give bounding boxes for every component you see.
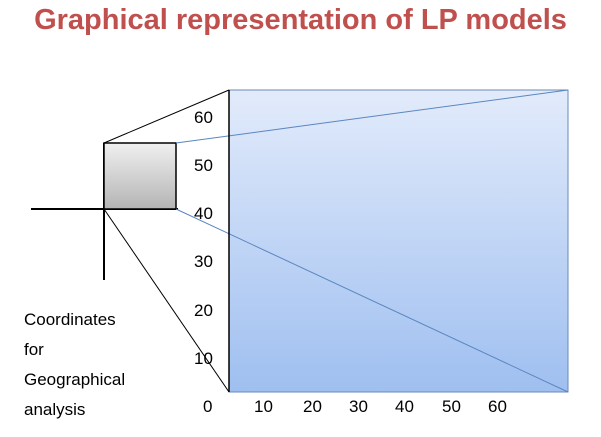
plot-area: [228, 89, 569, 393]
x-tick-label: 20: [303, 397, 322, 416]
connector-line-top: [103, 89, 230, 144]
caption-line: for: [24, 340, 44, 359]
y-tick-label: 0: [203, 397, 212, 416]
y-tick-label: 40: [194, 204, 213, 223]
x-tick-label: 60: [488, 397, 507, 416]
projection-line-bottom: [175, 208, 569, 393]
x-tick-label: 40: [395, 397, 414, 416]
caption-line: analysis: [24, 400, 86, 419]
page-title: Graphical representation of LP models: [34, 4, 567, 36]
x-tick-label: 50: [442, 397, 461, 416]
projection-line-top: [175, 89, 569, 144]
y-tick-label: 10: [194, 349, 213, 368]
zoom-source-box: [103, 142, 177, 210]
y-tick-label: 20: [194, 301, 213, 320]
y-tick-label: 50: [194, 156, 213, 175]
caption-line: Geographical: [24, 370, 126, 389]
x-tick-label: 30: [349, 397, 368, 416]
y-tick-label: 60: [194, 108, 213, 127]
y-tick-label: 30: [194, 252, 213, 271]
caption: Coordinates for Geographical analysis: [24, 305, 125, 425]
caption-line: Coordinates: [24, 310, 116, 329]
connector-line-bottom: [103, 208, 230, 393]
x-tick-label: 10: [254, 397, 273, 416]
